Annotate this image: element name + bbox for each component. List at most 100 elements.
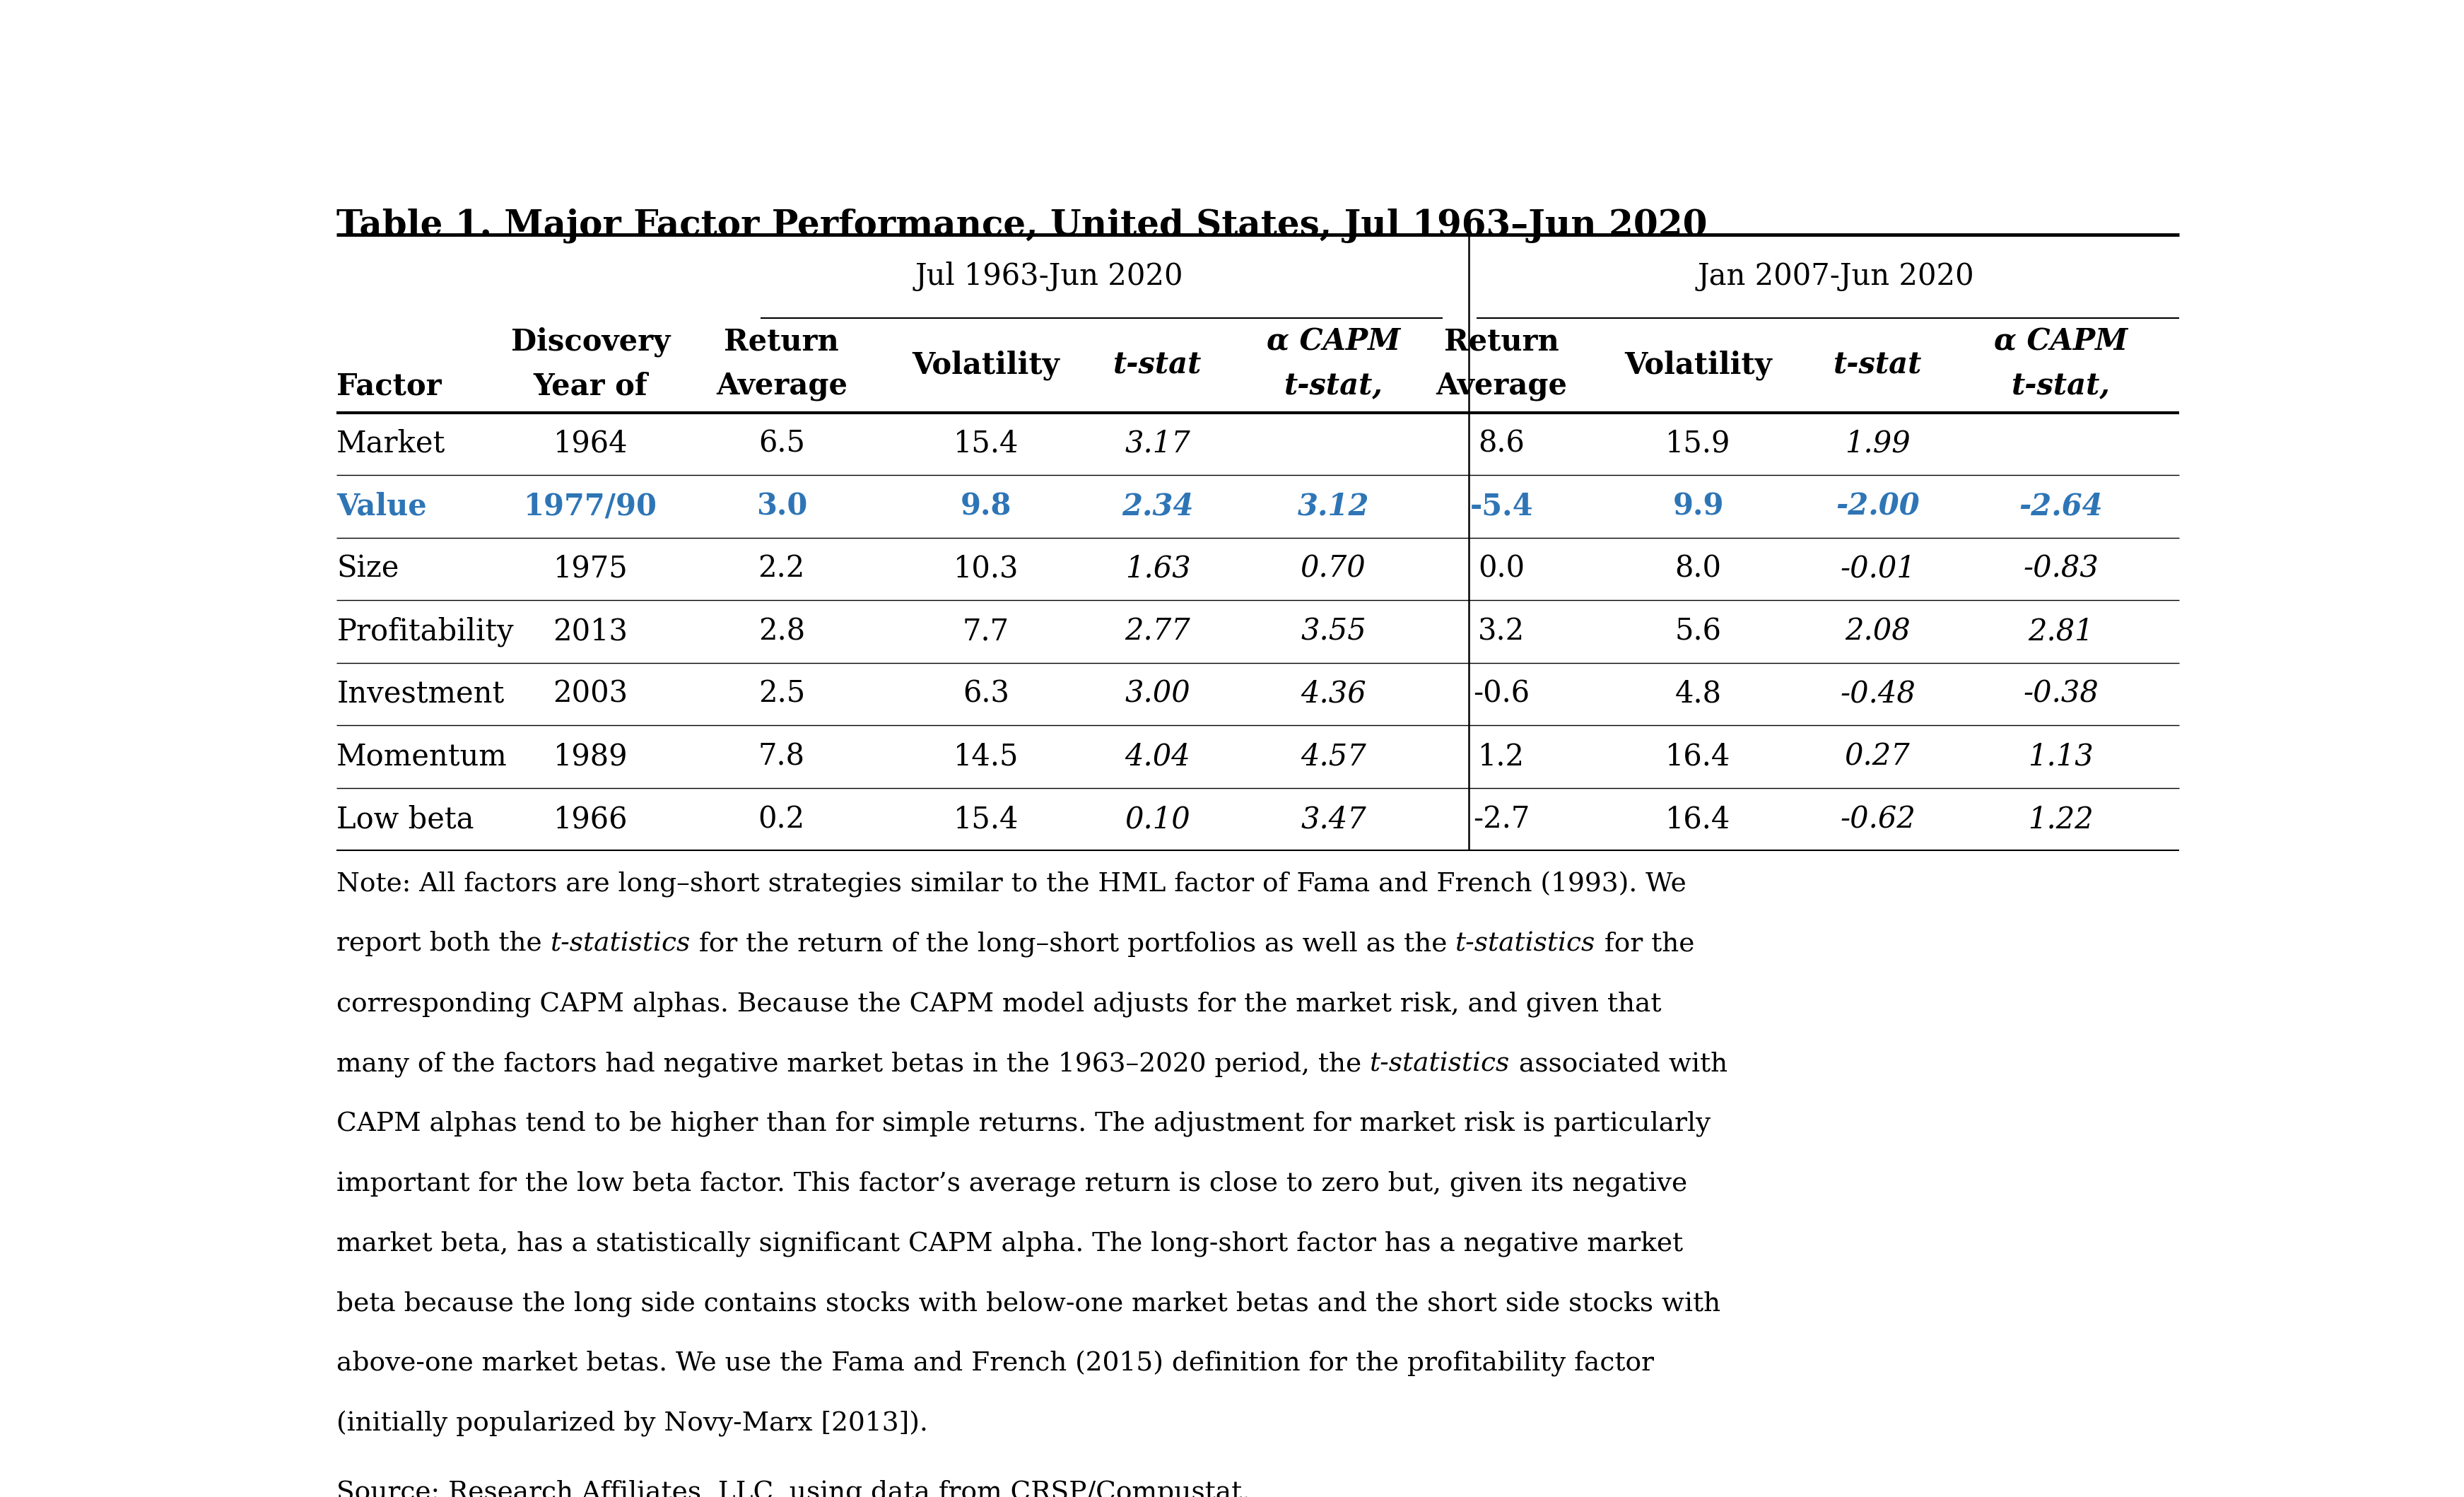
Text: 15.4: 15.4 (954, 430, 1018, 458)
Text: (initially popularized by Novy-Marx [2013]).: (initially popularized by Novy-Marx [201… (338, 1410, 929, 1437)
Text: 2.77: 2.77 (1126, 617, 1190, 647)
Text: t-stat,: t-stat, (1284, 371, 1382, 401)
Text: t-statistics: t-statistics (549, 931, 690, 957)
Text: for the return of the long–short portfolios as well as the: for the return of the long–short portfol… (690, 931, 1456, 957)
Text: for the: for the (1597, 931, 1695, 957)
Text: 2013: 2013 (552, 617, 628, 647)
Text: 9.9: 9.9 (1673, 491, 1725, 521)
Text: Jan 2007-Jun 2020: Jan 2007-Jun 2020 (1698, 262, 1974, 292)
Text: 2.81: 2.81 (2028, 617, 2094, 647)
Text: 3.47: 3.47 (1301, 804, 1365, 834)
Text: 1975: 1975 (554, 554, 628, 584)
Text: 0.0: 0.0 (1478, 554, 1525, 584)
Text: -0.38: -0.38 (2023, 680, 2099, 710)
Text: 4.04: 4.04 (1126, 743, 1190, 771)
Text: 4.8: 4.8 (1676, 680, 1722, 710)
Text: 5.6: 5.6 (1676, 617, 1722, 647)
Text: 1964: 1964 (554, 430, 628, 458)
Text: 1966: 1966 (554, 804, 628, 834)
Text: 1.2: 1.2 (1478, 743, 1525, 771)
Text: Low beta: Low beta (338, 804, 473, 834)
Text: Table 1. Major Factor Performance, United States, Jul 1963–Jun 2020: Table 1. Major Factor Performance, Unite… (338, 208, 1708, 244)
Text: above-one market betas. We use the Fama and French (2015) definition for the pro: above-one market betas. We use the Fama … (338, 1350, 1653, 1377)
Text: t-statistics: t-statistics (1456, 931, 1597, 957)
Text: Average: Average (1437, 371, 1567, 401)
Text: 6.5: 6.5 (759, 430, 806, 458)
Text: Average: Average (717, 371, 848, 401)
Text: 8.0: 8.0 (1676, 554, 1722, 584)
Text: 4.57: 4.57 (1301, 743, 1365, 771)
Text: -2.00: -2.00 (1836, 491, 1919, 521)
Text: -2.64: -2.64 (2018, 491, 2102, 521)
Text: -5.4: -5.4 (1471, 491, 1533, 521)
Text: t-stat: t-stat (1114, 350, 1202, 380)
Text: report both the: report both the (338, 931, 549, 957)
Text: 3.17: 3.17 (1126, 430, 1190, 458)
Text: Value: Value (338, 491, 426, 521)
Text: 14.5: 14.5 (954, 743, 1018, 771)
Text: -0.48: -0.48 (1841, 680, 1915, 710)
Text: 3.55: 3.55 (1301, 617, 1365, 647)
Text: t-stat: t-stat (1833, 350, 1922, 380)
Text: 0.27: 0.27 (1846, 743, 1910, 771)
Text: 3.0: 3.0 (756, 491, 808, 521)
Text: Return: Return (724, 326, 840, 356)
Text: 8.6: 8.6 (1478, 430, 1525, 458)
Text: 9.8: 9.8 (961, 491, 1013, 521)
Text: t-stat,: t-stat, (2011, 371, 2112, 401)
Text: Jul 1963-Jun 2020: Jul 1963-Jun 2020 (914, 262, 1183, 292)
Text: 4.36: 4.36 (1301, 680, 1365, 710)
Text: 0.10: 0.10 (1126, 804, 1190, 834)
Text: 6.3: 6.3 (963, 680, 1010, 710)
Text: 7.8: 7.8 (759, 743, 806, 771)
Text: 1989: 1989 (554, 743, 628, 771)
Text: Volatility: Volatility (1624, 350, 1772, 380)
Text: Note: All factors are long–short strategies similar to the HML factor of Fama an: Note: All factors are long–short strateg… (338, 871, 1685, 897)
Text: 7.7: 7.7 (963, 617, 1010, 647)
Text: 1.22: 1.22 (2028, 804, 2094, 834)
Text: Return: Return (1444, 326, 1560, 356)
Text: 2.5: 2.5 (759, 680, 806, 710)
Text: many of the factors had negative market betas in the 1963–2020 period, the: many of the factors had negative market … (338, 1051, 1370, 1076)
Text: important for the low beta factor. This factor’s average return is close to zero: important for the low beta factor. This … (338, 1171, 1688, 1196)
Text: α CAPM: α CAPM (1266, 326, 1400, 356)
Text: market beta, has a statistically significant CAPM alpha. The long-short factor h: market beta, has a statistically signifi… (338, 1231, 1683, 1256)
Text: Source: Research Affiliates, LLC, using data from CRSP/Compustat.: Source: Research Affiliates, LLC, using … (338, 1481, 1252, 1497)
Text: 3.12: 3.12 (1299, 491, 1370, 521)
Text: Year of: Year of (535, 371, 648, 401)
Text: 16.4: 16.4 (1666, 743, 1730, 771)
Text: Market: Market (338, 430, 446, 458)
Text: 0.2: 0.2 (759, 804, 806, 834)
Text: Profitability: Profitability (338, 617, 515, 647)
Text: 1.13: 1.13 (2028, 743, 2094, 771)
Text: 3.00: 3.00 (1126, 680, 1190, 710)
Text: 2.2: 2.2 (759, 554, 806, 584)
Text: 15.4: 15.4 (954, 804, 1018, 834)
Text: -0.62: -0.62 (1841, 804, 1915, 834)
Text: 2.34: 2.34 (1121, 491, 1193, 521)
Text: -0.83: -0.83 (2023, 554, 2099, 584)
Text: -0.01: -0.01 (1841, 554, 1915, 584)
Text: α CAPM: α CAPM (1993, 326, 2129, 356)
Text: 2.8: 2.8 (759, 617, 806, 647)
Text: 1977/90: 1977/90 (525, 491, 658, 521)
Text: associated with: associated with (1510, 1051, 1727, 1076)
Text: Volatility: Volatility (912, 350, 1060, 380)
Text: 16.4: 16.4 (1666, 804, 1730, 834)
Text: 15.9: 15.9 (1666, 430, 1730, 458)
Text: -0.6: -0.6 (1473, 680, 1530, 710)
Text: 1.99: 1.99 (1846, 430, 1910, 458)
Text: 2.08: 2.08 (1846, 617, 1910, 647)
Text: Size: Size (338, 554, 399, 584)
Text: corresponding CAPM alphas. Because the CAPM model adjusts for the market risk, a: corresponding CAPM alphas. Because the C… (338, 991, 1661, 1016)
Text: -2.7: -2.7 (1473, 804, 1530, 834)
Text: 3.2: 3.2 (1478, 617, 1525, 647)
Text: Momentum: Momentum (338, 743, 508, 771)
Text: Investment: Investment (338, 680, 505, 710)
Text: Discovery: Discovery (510, 326, 670, 356)
Text: 2003: 2003 (552, 680, 628, 710)
Text: CAPM alphas tend to be higher than for simple returns. The adjustment for market: CAPM alphas tend to be higher than for s… (338, 1111, 1710, 1136)
Text: t-statistics: t-statistics (1370, 1051, 1510, 1076)
Text: 0.70: 0.70 (1301, 554, 1365, 584)
Text: Factor: Factor (338, 371, 441, 401)
